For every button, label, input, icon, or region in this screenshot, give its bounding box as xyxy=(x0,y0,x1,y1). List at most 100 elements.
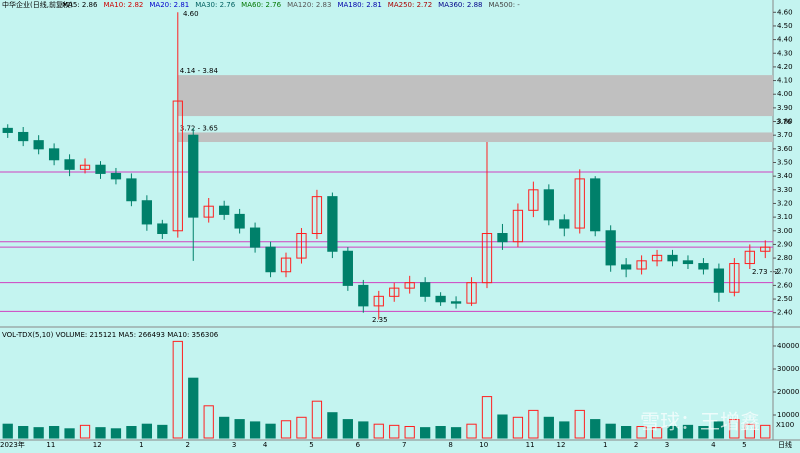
candle-body xyxy=(203,205,214,218)
volume-bar xyxy=(18,425,29,439)
candle-body xyxy=(249,227,261,248)
volume-bar xyxy=(296,416,307,439)
candle-body xyxy=(590,178,601,232)
ma-label: MA500: - xyxy=(489,1,521,9)
y-tick-label: 3.10 xyxy=(777,213,793,221)
annotation: 3.76 xyxy=(776,118,792,126)
y-tick-label: 3.70 xyxy=(777,131,793,139)
x-tick-label: 3 xyxy=(232,441,236,449)
ma-label: MA60: 2.76 xyxy=(241,1,281,9)
x-tick-label: 3 xyxy=(665,441,669,449)
volume-bar xyxy=(280,420,292,439)
candle-body xyxy=(698,263,709,270)
candle-body xyxy=(126,178,137,202)
y-tick-label: 3.00 xyxy=(777,227,793,235)
candle-body xyxy=(311,196,323,235)
candle-body xyxy=(342,250,353,286)
y-tick-label: 4.50 xyxy=(777,22,793,30)
volume-bar xyxy=(110,428,122,439)
y-tick-label: 3.20 xyxy=(777,199,793,207)
ma-label: MA10: 2.82 xyxy=(103,1,143,9)
volume-bar xyxy=(605,423,616,439)
y-tick-label: 4.20 xyxy=(777,63,793,71)
zone-label: 4.14 - 3.84 xyxy=(180,67,219,75)
volume-bar xyxy=(667,425,678,439)
volume-bar xyxy=(450,427,462,439)
candle-body xyxy=(760,246,771,252)
volume-bar xyxy=(698,425,709,439)
ma-label: MA360: 2.88 xyxy=(438,1,482,9)
y-tick-label: 3.50 xyxy=(777,159,793,167)
volume-unit: X100 xyxy=(776,421,794,429)
y-tick-label: 3.80 xyxy=(777,118,793,126)
volume-bar xyxy=(157,424,168,439)
candle-body xyxy=(667,254,678,262)
volume-bar xyxy=(327,412,338,439)
candle-body xyxy=(636,260,647,270)
x-tick-label: 4 xyxy=(263,441,268,449)
y-tick-label: 2.50 xyxy=(777,295,793,303)
volume-bar xyxy=(420,427,431,439)
x-tick-label: 1 xyxy=(603,441,607,449)
volume-bar xyxy=(265,423,276,439)
y-tick-label: 2.40 xyxy=(777,309,793,317)
x-tick-label: 11 xyxy=(46,441,55,449)
candle-body xyxy=(389,287,400,297)
x-tick-label: 12 xyxy=(557,441,566,449)
x-tick-label: 8 xyxy=(448,441,452,449)
candle-body xyxy=(420,282,431,297)
candle-body xyxy=(543,189,554,221)
volume-bar xyxy=(33,427,44,439)
ma-label: MA250: 2.72 xyxy=(388,1,432,9)
candle-body xyxy=(620,264,632,270)
annotation: 2.73 - 2 xyxy=(752,268,779,276)
y-tick-label: 10000 xyxy=(777,411,799,419)
candle-body xyxy=(234,213,245,229)
volume-bar xyxy=(512,416,524,439)
candle-body xyxy=(574,178,585,229)
volume-bar xyxy=(234,419,245,439)
volume-bar xyxy=(48,425,60,439)
x-tick-label: 2 xyxy=(186,441,190,449)
volume-bar xyxy=(373,423,384,439)
y-tick-label: 40000 xyxy=(777,342,799,350)
candle-body xyxy=(110,172,122,180)
volume-bar xyxy=(249,421,261,439)
price-zone xyxy=(177,132,774,143)
y-tick-label: 3.40 xyxy=(777,172,793,180)
y-tick-label: 2.70 xyxy=(777,268,793,276)
candle-body xyxy=(512,209,524,243)
volume-bar xyxy=(342,419,353,439)
ma-label: MA5: 2.86 xyxy=(62,1,98,9)
candle-body xyxy=(95,164,106,174)
y-tick-label: 4.10 xyxy=(777,77,793,85)
chart-title: 中华企业(日线,前复权) xyxy=(2,0,73,9)
volume-bar xyxy=(528,409,539,439)
y-tick-label: 3.30 xyxy=(777,186,793,194)
candle-body xyxy=(466,282,477,304)
ma-label: MA180: 2.81 xyxy=(337,1,381,9)
volume-bar xyxy=(79,424,91,439)
annotation: 4.60 xyxy=(183,10,199,18)
volume-bar xyxy=(358,421,369,439)
volume-bar xyxy=(651,427,663,439)
candle-body xyxy=(48,148,60,161)
volume-bar xyxy=(219,416,230,439)
x-tick-label: 2 xyxy=(634,441,638,449)
y-tick-label: 2.60 xyxy=(777,281,793,289)
y-tick-label: 20000 xyxy=(777,388,799,396)
candle-body xyxy=(79,164,91,170)
y-tick-label: 30000 xyxy=(777,365,799,373)
volume-bar xyxy=(497,414,508,439)
volume-bar xyxy=(389,424,400,439)
x-tick-label: 5 xyxy=(742,441,746,449)
candle-body xyxy=(497,233,508,243)
candle-body xyxy=(373,295,384,307)
volume-bar xyxy=(729,419,740,439)
volume-title: VOL-TDX(5,10) VOLUME: 215121 MA5: 266493… xyxy=(2,331,219,339)
candle-body xyxy=(559,219,570,229)
volume-bar xyxy=(203,405,214,439)
ma-label: MA20: 2.81 xyxy=(149,1,189,9)
